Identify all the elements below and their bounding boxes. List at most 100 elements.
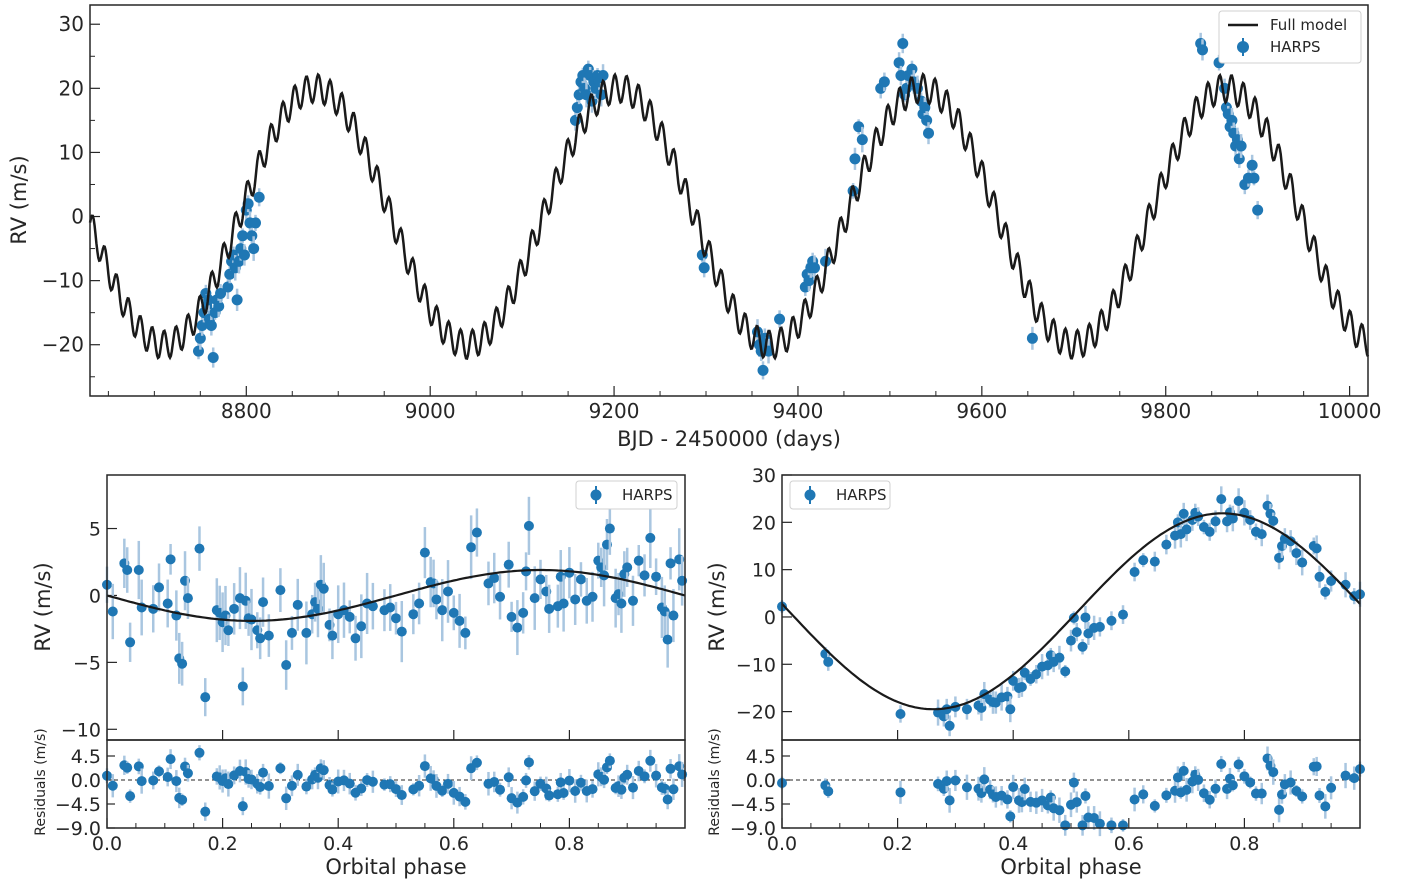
top-data-point [803,275,815,287]
res-data-point [263,781,274,792]
res-data-point [281,793,292,804]
top-plot-area: 8800 9000 9200 9400 9600 9800 10000 −20 −10 0 10 20… [42,12,1382,423]
res-ytick-label: 4.5 [746,746,776,768]
br-plot-area: −20 −10 0 10 20 30 [736,465,1365,740]
main-data-point [639,570,650,581]
res-data-point [237,801,248,812]
main-data-point [431,594,442,605]
br-residual-area: 0.0 0.2 0.4 0.6 0.84.50.0−4.5−9.0 [730,746,1365,855]
res-data-point [662,794,673,805]
main-data-point [286,627,297,638]
res-xtick-label: 0.8 [1229,833,1259,855]
main-data-point [503,559,514,570]
res-data-point [154,766,165,777]
top-data-point [809,262,821,274]
main-data-point [512,622,523,633]
res-data-point [645,755,656,766]
res-data-point [1118,820,1129,831]
res-data-point [979,774,990,785]
main-data-point [200,692,211,703]
main-data-point [645,532,656,543]
top-data-point [1235,140,1247,152]
top-data-point [1248,172,1260,184]
main-data-point [1161,539,1172,550]
main-data-point [154,582,165,593]
main-data-point [107,606,118,617]
main-ytick-label: 0 [89,585,101,607]
top-data-point [849,153,861,165]
main-data-point [1210,516,1221,527]
main-data-point [356,621,367,632]
top-data-point [231,294,243,306]
res-data-point [255,781,266,792]
res-data-point [1005,811,1016,822]
main-data-point [162,598,173,609]
bl-panel: −10−505 0.0 0.2 0.4 0.6 0.84.50.0−4.5−9.0 Or… [31,474,688,879]
main-data-point [263,630,274,641]
main-data-point [1094,621,1105,632]
res-data-point [544,790,555,801]
top-axes-frame [89,4,1369,397]
res-data-point [1256,788,1267,799]
res-data-point [639,771,650,782]
res-data-point [194,747,205,758]
main-data-point [1129,567,1140,578]
res-data-point [1094,818,1105,829]
main-data-point [1216,494,1227,505]
main-data-point [1005,704,1016,715]
legend-harps-label: HARPS [1270,38,1321,56]
res-ytick-label: 0.0 [71,770,101,792]
main-data-point [350,633,361,644]
main-data-point [665,558,676,569]
res-data-point [1227,780,1238,791]
top-xtick-label: 9400 [773,399,824,423]
top-xtick-label: 10000 [1318,399,1382,423]
top-data-point [757,364,769,376]
main-data-point [495,591,506,602]
top-ytick-label: 20 [59,76,84,100]
top-data-point [1233,153,1245,165]
res-data-point [223,779,234,790]
res-data-point [587,784,598,795]
main-data-point [292,599,303,610]
main-data-point [1178,508,1189,519]
top-data-point [921,114,933,126]
res-data-point [1349,773,1360,784]
main-data-point [1060,666,1071,677]
res-xtick-label: 0.8 [554,833,584,855]
res-ytick-label: −9.0 [55,818,101,840]
bl-residual-label: Residuals (m/s) [33,728,49,835]
main-data-point [177,658,188,669]
res-data-point [521,775,532,786]
res-data-point [275,763,286,774]
main-data-point [1285,536,1296,547]
res-ytick-label: −4.5 [55,794,101,816]
res-data-point [941,776,952,787]
res-data-point [564,775,575,786]
res-data-point [555,777,566,788]
res-data-point [1193,774,1204,785]
top-data-point [597,70,609,82]
br-legend-box [789,480,891,510]
res-data-point [668,784,679,795]
res-data-point [1285,777,1296,788]
res-xtick-label: 0.4 [998,833,1028,855]
res-data-point [396,790,407,801]
main-data-point [544,603,555,614]
top-data-point [246,230,258,242]
top-xtick-label: 9800 [1140,399,1191,423]
top-data-point [1026,332,1038,344]
main-data-point [448,607,459,618]
top-data-point [1197,44,1209,56]
res-data-point [1297,791,1308,802]
br-residual-label: Residuals (m/s) [707,728,723,835]
res-data-point [1161,790,1172,801]
top-data-point [698,262,710,274]
res-data-point [177,794,188,805]
top-data-point [237,230,249,242]
main-data-point [622,562,633,573]
res-data-point [575,777,586,788]
res-xtick-label: 0.0 [92,833,122,855]
res-data-point [529,786,540,797]
